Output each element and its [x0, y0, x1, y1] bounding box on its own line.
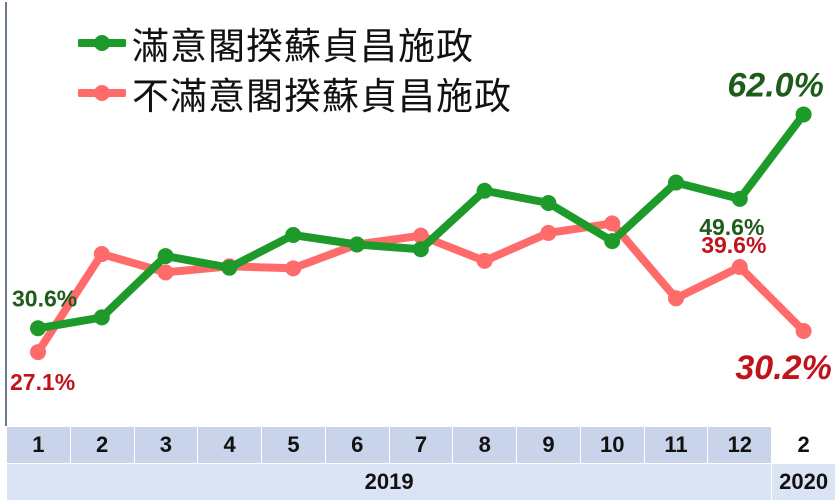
data-point: [285, 260, 302, 277]
data-point: [540, 194, 557, 211]
data-label: 27.1%: [10, 369, 75, 395]
legend-item-satisfied: 滿意閣揆蘇貞昌施政: [78, 18, 512, 68]
data-label: 62.0%: [727, 66, 823, 104]
year-label-2019: 2019: [5, 463, 773, 501]
data-point: [668, 290, 684, 307]
data-point: [30, 320, 46, 337]
data-label: 30.6%: [12, 285, 77, 311]
legend-item-dissatisfied: 不滿意閣揆蘇貞昌施政: [78, 68, 512, 118]
data-point: [795, 106, 812, 123]
data-point: [476, 182, 493, 199]
data-point: [604, 233, 621, 250]
legend-label-dissatisfied: 不滿意閣揆蘇貞昌施政: [132, 75, 512, 118]
data-point: [157, 264, 174, 281]
data-label: 39.6%: [701, 232, 766, 258]
data-point: [476, 252, 493, 269]
x-axis-table: 1 2 3 4 5 6 7 8 9 10 11 12 2 2019 2020: [5, 426, 836, 501]
legend-marker-satisfied: [78, 35, 126, 51]
year-row: 2019 2020: [5, 463, 836, 501]
legend-label-satisfied: 滿意閣揆蘇貞昌施政: [132, 25, 474, 68]
data-point: [731, 190, 748, 207]
data-point: [668, 174, 684, 191]
data-point: [731, 258, 748, 275]
data-point: [349, 236, 365, 253]
x-tick-label: 7: [388, 426, 454, 464]
x-tick-label: 3: [133, 426, 199, 464]
data-label: 49.6%: [699, 214, 764, 240]
data-point: [412, 227, 429, 244]
data-point: [795, 322, 812, 339]
data-point: [540, 224, 557, 241]
x-tick-label: 11: [643, 426, 709, 464]
x-tick-label: 2: [69, 426, 135, 464]
x-tick-label: 2: [771, 426, 836, 464]
x-tick-label: 8: [452, 426, 518, 464]
data-point: [93, 309, 110, 326]
data-point: [93, 246, 110, 263]
x-tick-label: 6: [324, 426, 390, 464]
x-tick-label: 1: [6, 426, 71, 464]
x-tick-label: 5: [261, 426, 326, 464]
x-tick-label: 10: [579, 426, 645, 464]
data-point: [412, 241, 429, 258]
data-point: [604, 215, 621, 232]
year-label-2020: 2020: [771, 463, 836, 501]
data-point: [30, 344, 46, 361]
x-tick-label: 12: [707, 426, 773, 464]
data-point: [285, 226, 302, 243]
legend-marker-dissatisfied: [78, 85, 126, 101]
data-point: [221, 259, 238, 276]
legend: 滿意閣揆蘇貞昌施政 不滿意閣揆蘇貞昌施政: [78, 18, 512, 118]
data-point: [157, 248, 174, 265]
x-tick-label: 9: [516, 426, 581, 464]
x-tick-label: 4: [197, 426, 263, 464]
data-label: 30.2%: [735, 349, 831, 387]
month-row: 1 2 3 4 5 6 7 8 9 10 11 12 2: [6, 426, 836, 464]
